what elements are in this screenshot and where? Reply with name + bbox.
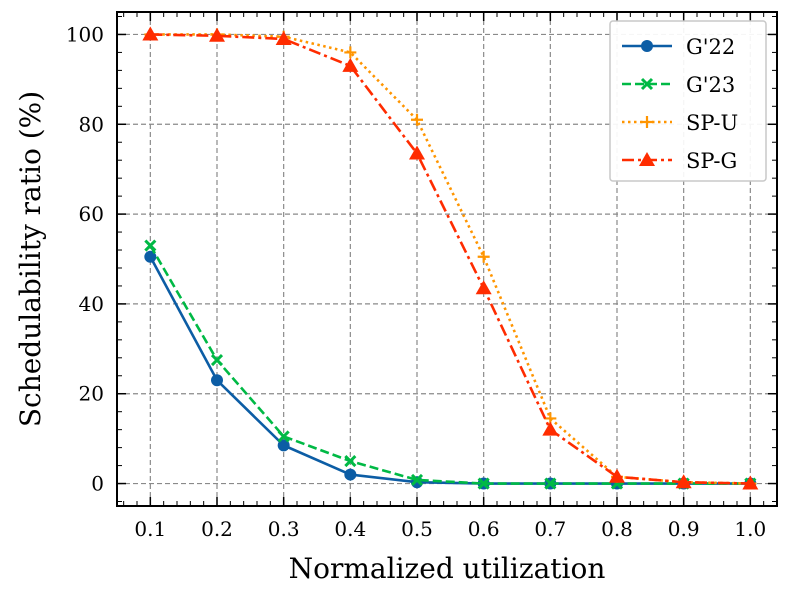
- data-point-sp-g: [609, 468, 625, 483]
- data-point-sp-g: [475, 280, 492, 295]
- major-ticks: [117, 12, 777, 506]
- x-tick-label: 0.5: [401, 517, 433, 541]
- legend: G'22 G'23 SP-U SP-G: [609, 20, 767, 182]
- y-tick-label: 100: [66, 22, 104, 46]
- y-axis-title: Schedulability ratio (%): [14, 91, 47, 427]
- data-point-g-23: [410, 473, 424, 487]
- y-tick-label: 0: [91, 472, 104, 496]
- x-axis-title: Normalized utilization: [289, 552, 606, 585]
- series-sp-g: [142, 26, 759, 490]
- legend-marker-g-22: [641, 40, 653, 52]
- data-point-sp-u: [344, 46, 357, 59]
- data-point-g-22: [211, 374, 223, 387]
- x-tick-label: 0.6: [468, 517, 500, 541]
- x-tick-label: 0.8: [601, 517, 633, 541]
- data-point-g-23: [477, 477, 490, 490]
- legend-label-g-22: G'22: [686, 35, 735, 59]
- data-point-sp-g: [275, 30, 292, 45]
- series-line-g-23: [149, 244, 751, 485]
- x-tick-label: 0.4: [334, 517, 366, 541]
- data-point-g-22: [344, 468, 357, 481]
- data-point-sp-g: [342, 57, 359, 72]
- data-point-sp-g: [209, 27, 225, 42]
- legend-marker-sp-u: [641, 116, 653, 128]
- legend-label-sp-g: SP-G: [686, 149, 737, 173]
- data-point-g-23: [210, 353, 224, 367]
- y-tick-label: 80: [79, 112, 104, 136]
- x-tick-label: 0.7: [534, 517, 566, 541]
- data-point-sp-u: [477, 250, 490, 263]
- legend-marker-g-23: [640, 77, 654, 91]
- data-point-sp-g: [409, 145, 425, 160]
- series-layer: [142, 26, 759, 490]
- x-tick-label: 1.0: [734, 517, 766, 541]
- x-tick-labels: 0.1 0.2 0.3 0.4 0.5 0.6 0.7 0.8 0.9 1.0: [134, 517, 766, 541]
- x-tick-label: 0.2: [201, 517, 233, 541]
- series-line-sp-g: [150, 33, 751, 485]
- y-tick-label: 20: [79, 382, 104, 406]
- data-point-g-23: [344, 455, 357, 468]
- data-point-g-23: [144, 239, 157, 252]
- y-tick-labels: 0 20 40 60 80 100: [66, 22, 104, 495]
- data-point-sp-g: [675, 474, 692, 489]
- data-point-g-23: [277, 430, 290, 443]
- x-tick-label: 0.3: [268, 517, 300, 541]
- y-tick-label: 40: [79, 292, 104, 316]
- y-tick-label: 60: [79, 202, 104, 226]
- x-tick-label: 0.9: [668, 517, 700, 541]
- data-point-g-23: [544, 477, 557, 490]
- plot-frame: [116, 11, 778, 507]
- legend-label-g-23: G'23: [686, 73, 735, 97]
- legend-label-sp-u: SP-U: [686, 111, 738, 135]
- data-point-g-22: [144, 250, 157, 263]
- data-point-sp-g: [742, 475, 759, 490]
- data-point-sp-u: [411, 113, 423, 126]
- data-point-g-22: [277, 439, 290, 452]
- legend-marker-sp-g: [639, 152, 655, 166]
- legend-box: [609, 20, 767, 182]
- data-point-sp-g: [142, 26, 159, 41]
- data-point-sp-g: [542, 421, 559, 436]
- x-tick-label: 0.1: [134, 517, 166, 541]
